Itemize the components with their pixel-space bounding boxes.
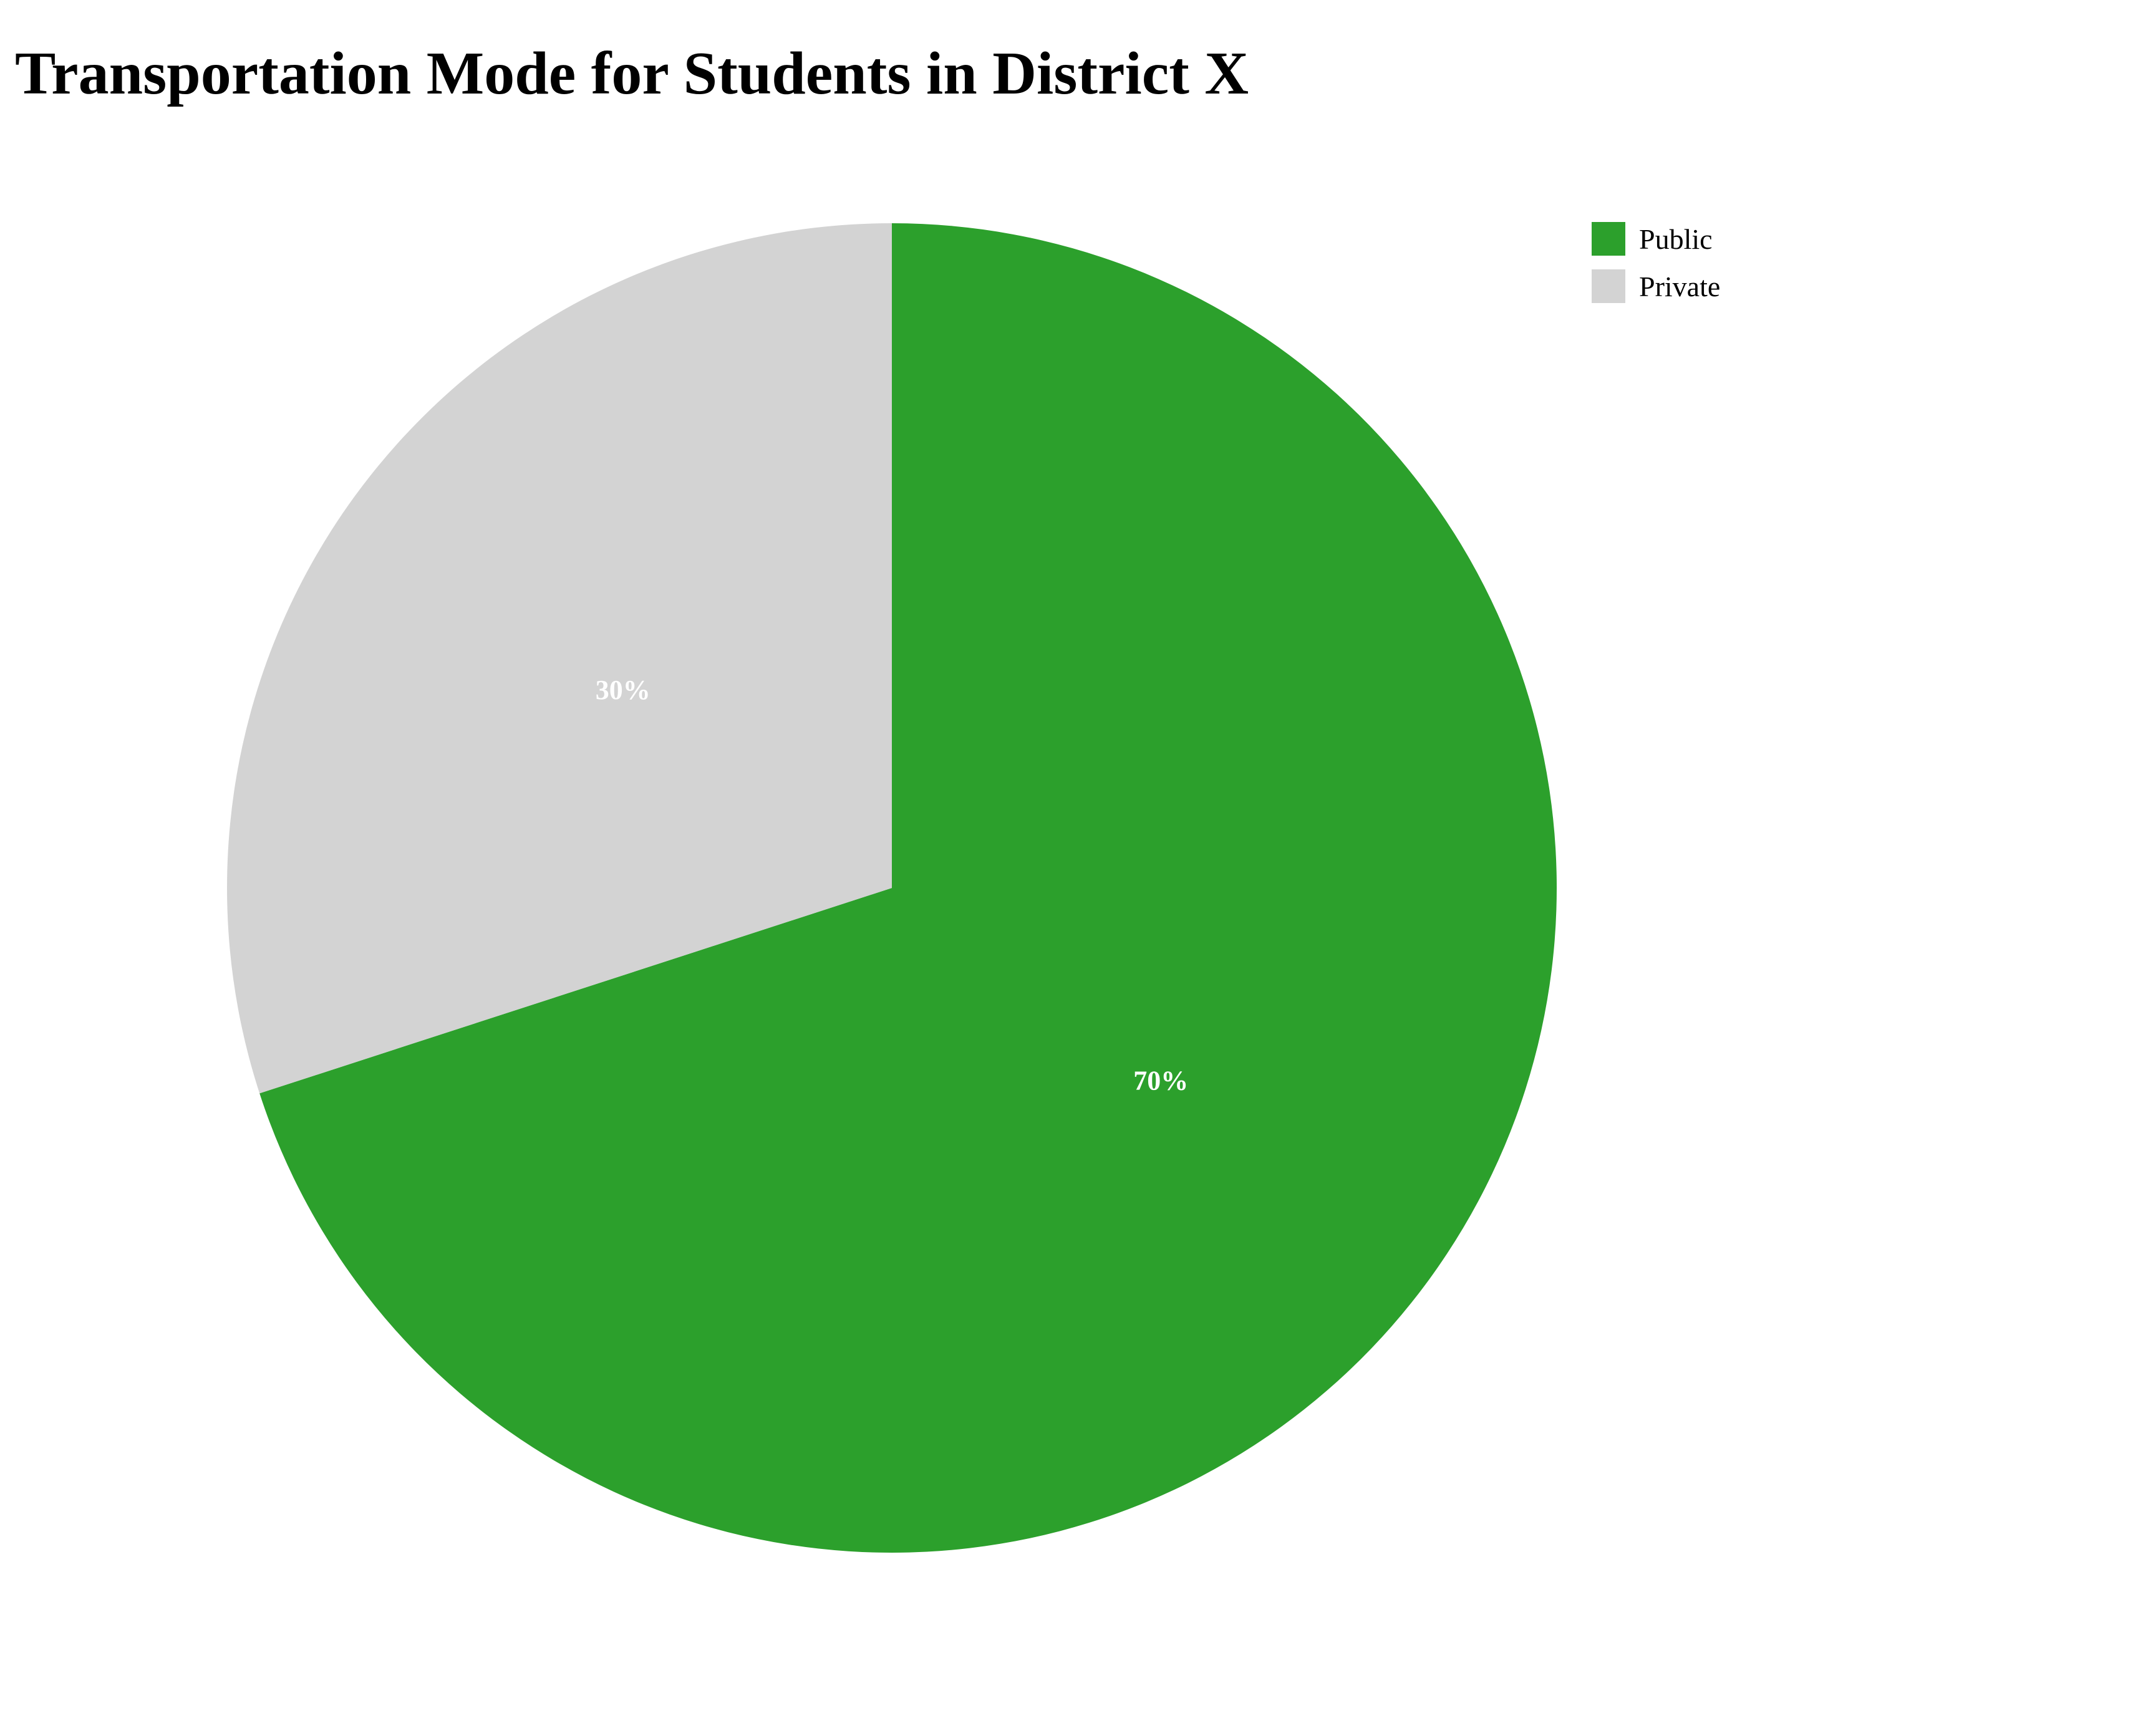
slice-label-private: 30% <box>596 675 651 705</box>
chart-title: Transportation Mode for Students in Dist… <box>15 40 1249 107</box>
chart-legend: Public Private <box>1592 222 1720 317</box>
legend-label-private: Private <box>1639 270 1721 302</box>
legend-item-private[interactable]: Private <box>1592 269 1720 303</box>
pie-slice-private[interactable] <box>226 223 892 1094</box>
pie-slices <box>226 223 1557 1553</box>
slice-label-public: 70% <box>1133 1065 1188 1096</box>
legend-item-public[interactable]: Public <box>1592 222 1720 256</box>
legend-label-public: Public <box>1639 223 1713 255</box>
pie-labels: 70% 30% <box>596 675 1188 1096</box>
legend-swatch-public <box>1592 222 1625 256</box>
pie-slice-public[interactable] <box>259 223 1557 1553</box>
legend-swatch-private <box>1592 269 1625 303</box>
